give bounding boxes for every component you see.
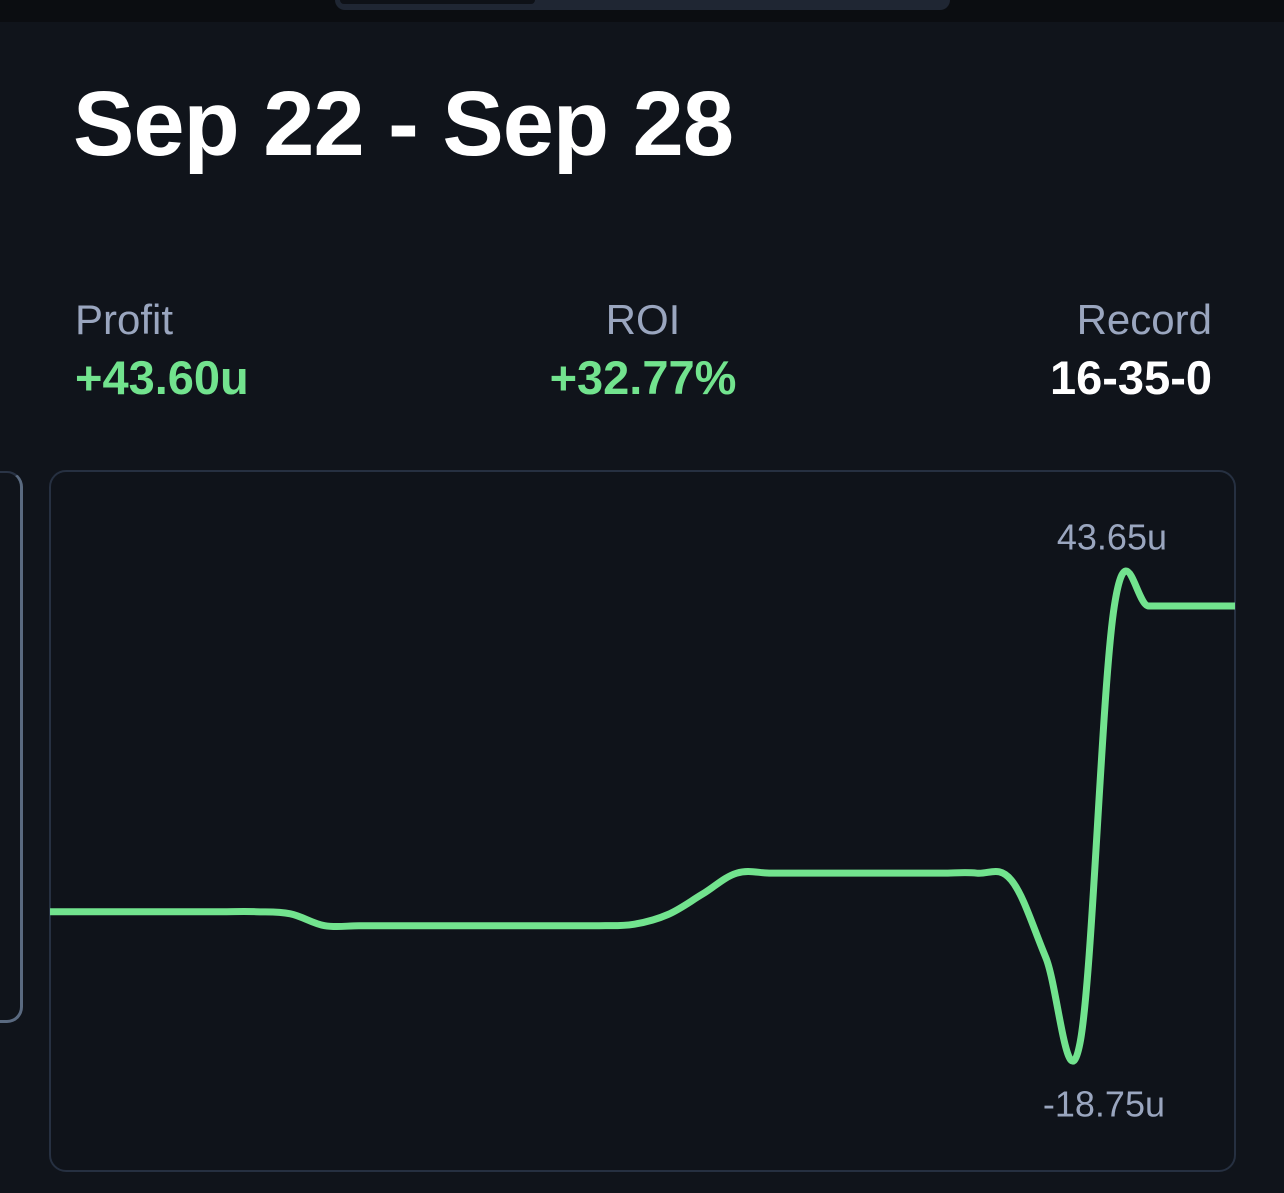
chart-card xyxy=(49,470,1236,1172)
tab-active[interactable] xyxy=(340,0,535,4)
top-bar xyxy=(0,0,1284,22)
stat: Profit +43.60u xyxy=(75,296,249,405)
tab-switcher[interactable] xyxy=(335,0,950,10)
low-label: -18.75u xyxy=(1043,1084,1165,1125)
stat-value: +32.77% xyxy=(549,351,737,404)
stat: ROI +32.77% xyxy=(443,296,843,405)
week-title: Sep 22 - Sep 28 xyxy=(73,73,734,175)
stat-label: Record xyxy=(1076,296,1212,343)
stat: Record 16-35-0 xyxy=(1050,296,1212,405)
prev-card[interactable] xyxy=(0,471,23,1023)
stat-label: ROI xyxy=(605,296,681,343)
stat-value: 16-35-0 xyxy=(1050,351,1212,404)
profit-line xyxy=(50,567,1235,1065)
stat-label: Profit xyxy=(75,296,174,343)
high-label: 43.65u xyxy=(1057,517,1167,558)
stat-value: +43.60u xyxy=(75,351,249,404)
